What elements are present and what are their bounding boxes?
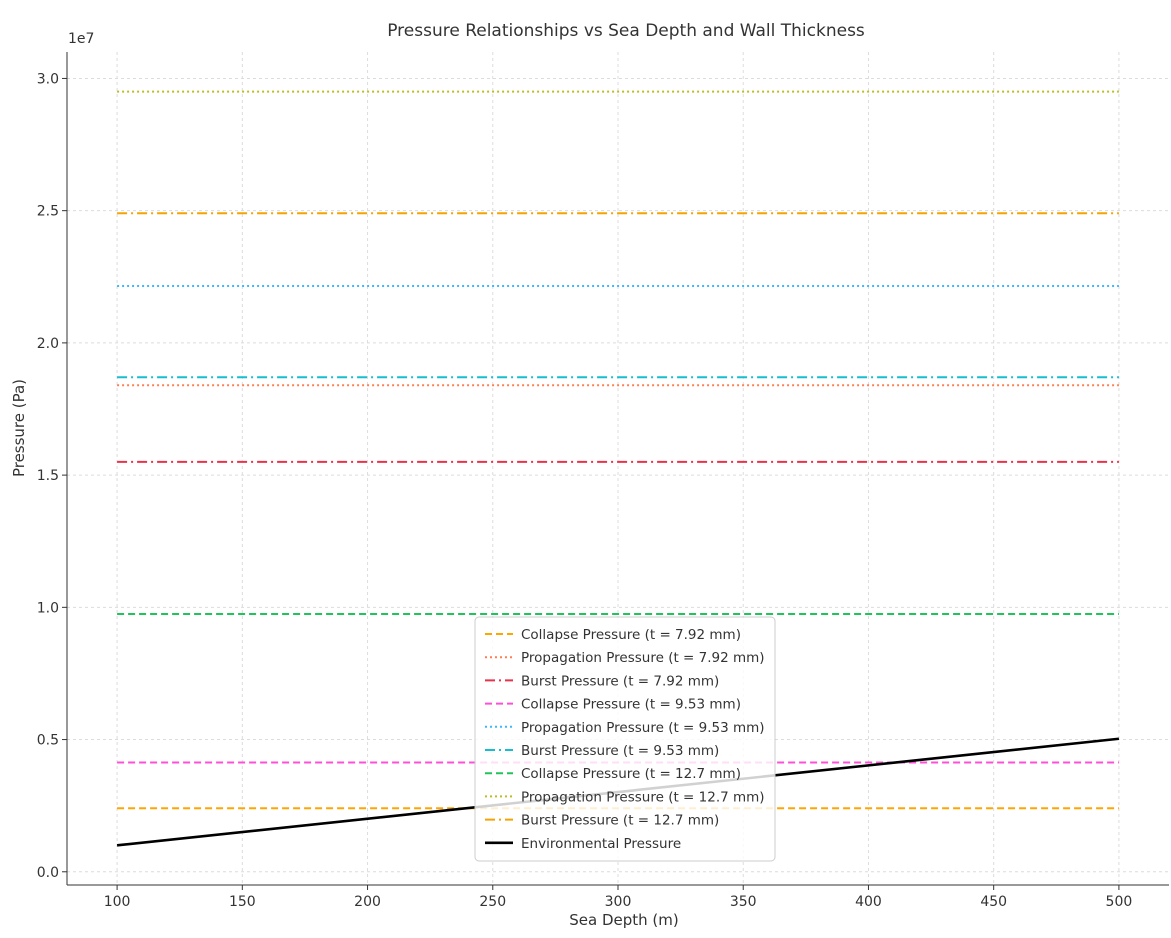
grid-lines — [67, 52, 1169, 885]
legend-label: Collapse Pressure (t = 7.92 mm) — [521, 627, 741, 643]
legend-label: Burst Pressure (t = 7.92 mm) — [521, 673, 719, 689]
x-tick-label: 350 — [730, 894, 757, 910]
legend-label: Environmental Pressure — [521, 836, 681, 852]
y-tick-label: 1.5 — [37, 468, 59, 484]
x-tick-label: 500 — [1106, 894, 1133, 910]
y-tick-label: 2.0 — [37, 336, 59, 352]
y-axis-label: Pressure (Pa) — [10, 379, 28, 477]
legend: Collapse Pressure (t = 7.92 mm) Propagati… — [474, 616, 776, 862]
x-tick-label: 150 — [229, 894, 256, 910]
x-tick-label: 200 — [354, 894, 381, 910]
legend-label: Collapse Pressure (t = 9.53 mm) — [521, 697, 741, 713]
y-tick-label: 0.5 — [37, 733, 59, 749]
x-tick-label: 250 — [479, 894, 506, 910]
x-tick-label: 400 — [855, 894, 882, 910]
x-tick-label: 300 — [605, 894, 632, 910]
tick-labels: 100 150 200 250 300 350 400 450 500 0.0 0.5 1.0 1.5 2… — [37, 71, 1133, 910]
y-scale-label: 1e7 — [68, 31, 94, 47]
x-axis-label: Sea Depth (m) — [569, 911, 678, 929]
legend-label: Burst Pressure (t = 12.7 mm) — [521, 813, 719, 829]
y-tick-label: 2.5 — [37, 204, 59, 220]
legend-box — [474, 616, 776, 862]
y-tick-label: 1.0 — [37, 600, 59, 616]
axes — [62, 52, 1169, 890]
legend-label: Collapse Pressure (t = 12.7 mm) — [521, 766, 741, 782]
x-tick-label: 450 — [980, 894, 1007, 910]
legend-label: Burst Pressure (t = 9.53 mm) — [521, 743, 719, 759]
y-tick-label: 0.0 — [37, 865, 59, 881]
chart-title: Pressure Relationships vs Sea Depth and … — [387, 21, 865, 41]
x-tick-label: 100 — [104, 894, 131, 910]
y-tick-label: 3.0 — [37, 71, 59, 87]
legend-label: Propagation Pressure (t = 9.53 mm) — [521, 720, 765, 736]
legend-label: Propagation Pressure (t = 7.92 mm) — [521, 650, 765, 666]
legend-label: Propagation Pressure (t = 12.7 mm) — [521, 789, 765, 805]
